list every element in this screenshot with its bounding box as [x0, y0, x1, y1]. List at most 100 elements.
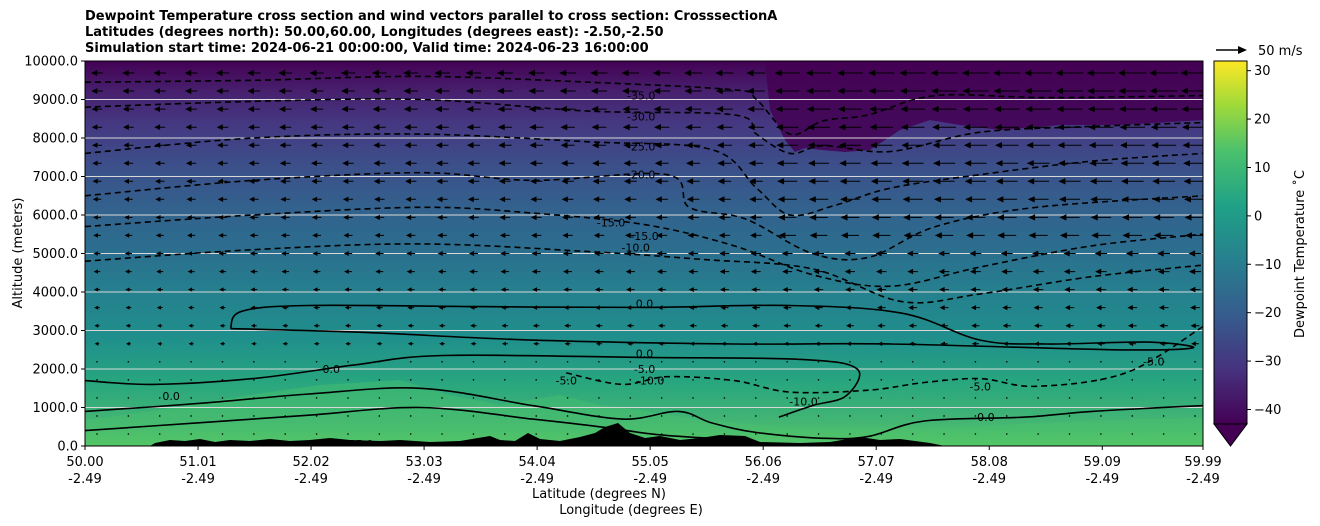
- wind-vector: [849, 415, 851, 417]
- wind-vector: [217, 196, 228, 202]
- contour-label: 0.0: [977, 411, 995, 424]
- wind-vector: [441, 415, 443, 417]
- wind-vector: [1121, 196, 1144, 203]
- wind-vector: [312, 269, 321, 274]
- wind-vector: [837, 69, 863, 77]
- wind-vector: [723, 415, 726, 417]
- wind-vector: [155, 178, 165, 184]
- wind-vector: [221, 379, 224, 381]
- wind-vector: [278, 69, 293, 77]
- wind-vector: [844, 250, 856, 257]
- wind-vector: [188, 305, 195, 310]
- wind-vector: [911, 361, 914, 363]
- wind-vector: [467, 196, 479, 203]
- wind-vector: [1153, 232, 1174, 239]
- wind-vector: [566, 361, 569, 363]
- wind-vector: [755, 433, 757, 435]
- wind-vector: [622, 124, 638, 131]
- wind-vector: [932, 142, 956, 149]
- wind-vector: [376, 341, 383, 346]
- contour-label: -15.0: [345, 438, 373, 451]
- wind-vector: [466, 142, 480, 149]
- wind-vector: [1094, 250, 1108, 257]
- wind-vector: [1157, 268, 1170, 275]
- wind-vector: [869, 124, 893, 131]
- wind-vector: [1037, 433, 1039, 435]
- x-tick-label-lon: -2.49: [633, 472, 667, 487]
- wind-vector: [564, 341, 571, 346]
- wind-vector: [1032, 268, 1044, 275]
- wind-vector: [870, 178, 892, 185]
- wind-vector: [221, 415, 224, 417]
- wind-vector: [817, 397, 820, 399]
- wind-vector: [808, 196, 829, 203]
- wind-vector: [1026, 142, 1050, 149]
- wind-vector: [92, 196, 102, 202]
- wind-vector: [1005, 415, 1008, 417]
- wind-vector: [660, 433, 663, 435]
- wind-vector: [974, 397, 977, 399]
- wind-vector: [817, 379, 820, 381]
- wind-vector: [530, 214, 542, 221]
- wind-vector: [1120, 160, 1145, 167]
- wind-vector: [562, 250, 573, 257]
- wind-vector: [249, 251, 258, 256]
- wind-vector: [591, 105, 607, 113]
- wind-vector: [1194, 433, 1196, 435]
- contour-minus-10: [85, 243, 1203, 304]
- wind-vector: [777, 196, 797, 203]
- wind-vector: [280, 214, 290, 220]
- wind-vector: [217, 142, 228, 148]
- wind-vector: [1090, 196, 1112, 203]
- wind-vector: [1128, 341, 1137, 347]
- wind-vector: [560, 142, 575, 149]
- wind-vector: [590, 69, 608, 77]
- wind-vector: [434, 69, 450, 77]
- wind-vector: [1190, 323, 1200, 329]
- wind-vector: [1194, 379, 1196, 381]
- wind-vector: [1162, 415, 1165, 417]
- x-tick-label-lon: -2.49: [407, 472, 441, 487]
- wind-vector: [1033, 305, 1043, 311]
- wind-vector: [1028, 232, 1048, 239]
- wind-vector: [315, 379, 318, 381]
- wind-vector: [535, 397, 537, 399]
- wind-vector: [281, 287, 289, 292]
- wind-vector: [284, 415, 287, 417]
- wind-vector: [845, 287, 855, 293]
- wind-vector: [185, 88, 198, 95]
- wind-vector: [1122, 232, 1143, 239]
- wind-vector: [437, 214, 448, 221]
- wind-vector: [1180, 69, 1203, 77]
- wind-vector: [504, 415, 506, 417]
- wind-vector: [591, 124, 607, 131]
- wind-vector: [472, 415, 475, 417]
- wind-vector: [340, 69, 356, 77]
- contour-label: -5.0: [634, 363, 655, 376]
- wind-vector: [750, 250, 762, 257]
- wind-vector: [465, 69, 482, 77]
- wind-vector: [253, 379, 255, 381]
- wind-vector: [497, 87, 513, 95]
- wind-vector: [409, 397, 412, 399]
- wind-vector: [1001, 268, 1013, 275]
- wind-vector: [1026, 160, 1050, 167]
- wind-vector: [1096, 323, 1106, 329]
- wind-vector: [405, 196, 416, 203]
- wind-vector: [623, 178, 637, 185]
- wind-vector: [406, 251, 416, 256]
- wind-vector: [185, 142, 197, 148]
- wind-vector: [809, 232, 828, 239]
- wind-vector: [1119, 124, 1146, 131]
- wind-vector: [817, 415, 820, 417]
- wind-vector: [253, 361, 255, 363]
- wind-vector: [775, 124, 799, 131]
- wind-vector: [190, 361, 192, 363]
- wind-vector: [817, 361, 820, 363]
- wind-vector: [221, 361, 224, 363]
- wind-vector: [405, 214, 416, 221]
- contour-label: -5.0: [555, 375, 576, 388]
- wind-vector: [595, 323, 603, 328]
- wind-vector: [718, 232, 730, 239]
- wind-vector: [562, 214, 574, 221]
